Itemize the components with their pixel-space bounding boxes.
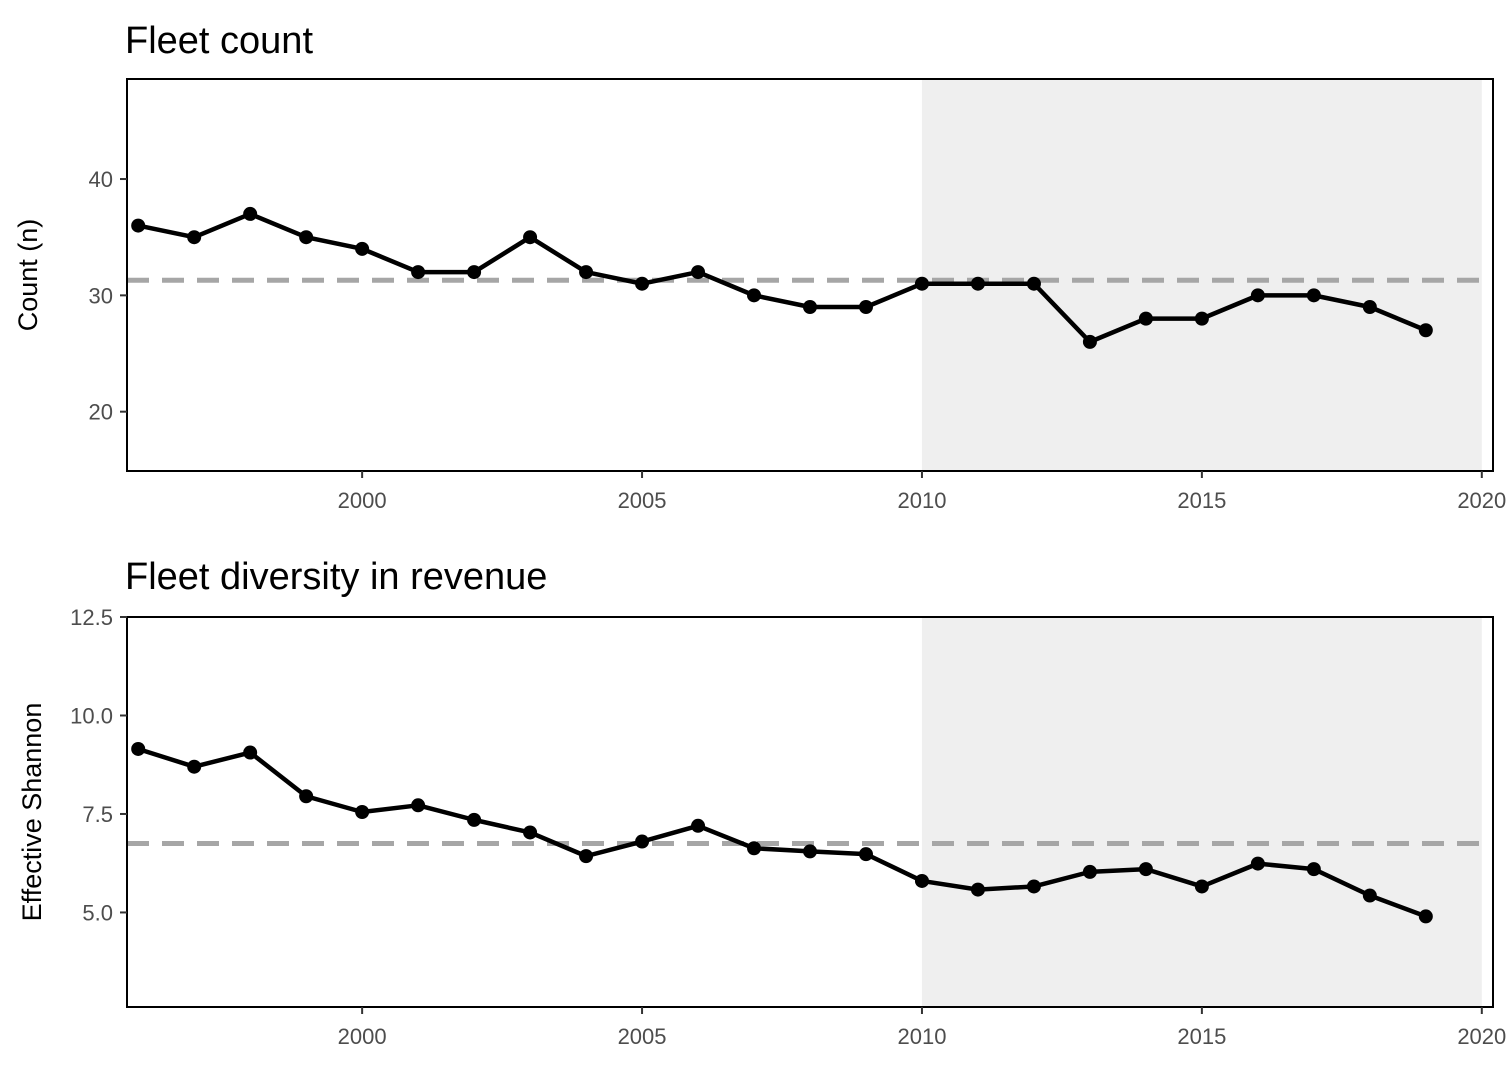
series-line — [137, 746, 1427, 919]
data-point — [1082, 334, 1097, 349]
data-point — [355, 241, 370, 256]
shaded-region — [921, 79, 1482, 471]
data-point — [1194, 879, 1209, 894]
data-point — [243, 745, 258, 760]
x-tick-label: 2000 — [338, 488, 387, 513]
y-tick-label: 10.0 — [70, 703, 113, 728]
data-point — [579, 265, 594, 280]
data-point — [299, 789, 314, 804]
chart-title: Fleet count — [125, 20, 313, 62]
y-axis-label: Count (n) — [13, 219, 43, 332]
data-point — [691, 818, 706, 833]
data-point — [579, 849, 594, 864]
data-point — [467, 265, 482, 280]
data-point — [1194, 311, 1209, 326]
shaded-region — [921, 617, 1482, 1007]
y-tick-label: 30 — [89, 283, 113, 308]
x-tick-label: 2010 — [897, 488, 946, 513]
y-tick-label: 20 — [89, 400, 113, 425]
x-tick-label: 2000 — [338, 1024, 387, 1049]
data-point — [1138, 311, 1153, 326]
x-tick-label: 2005 — [618, 488, 667, 513]
data-point — [803, 844, 817, 859]
x-tick-label: 2015 — [1177, 488, 1226, 513]
data-point — [243, 206, 258, 221]
data-point — [131, 218, 146, 233]
x-tick-label: 2015 — [1177, 1024, 1226, 1049]
data-point — [1418, 909, 1433, 924]
y-axis-label: Effective Shannon — [17, 703, 47, 922]
data-point — [1362, 888, 1377, 903]
data-point — [411, 265, 426, 280]
plot-border — [126, 616, 1494, 1008]
data-point — [691, 265, 706, 280]
data-point — [747, 288, 762, 303]
series-line — [137, 211, 1427, 345]
data-point — [914, 873, 929, 888]
data-point — [747, 841, 762, 856]
x-tick-label: 2005 — [618, 1024, 667, 1049]
data-point — [803, 299, 817, 314]
x-tick-label: 2020 — [1457, 488, 1506, 513]
data-point — [635, 834, 650, 849]
data-point — [1026, 276, 1041, 291]
chart-panel-2: 2000 2005 2010 2015 2020 5.0 7.5 10.0 12.5 Fleet … — [17, 556, 1506, 1049]
data-point — [411, 798, 426, 813]
data-point — [131, 741, 146, 756]
data-point — [1306, 288, 1321, 303]
data-point — [523, 825, 538, 840]
data-point — [1250, 856, 1265, 871]
data-point — [1138, 862, 1153, 877]
x-tick-label: 2010 — [897, 1024, 946, 1049]
data-point — [1418, 323, 1433, 338]
data-point — [858, 847, 873, 862]
y-tick-label: 5.0 — [82, 900, 113, 925]
chart-title: Fleet diversity in revenue — [125, 556, 547, 598]
data-point — [635, 276, 650, 291]
data-point — [187, 759, 202, 774]
data-point — [187, 230, 202, 245]
data-point — [914, 276, 929, 291]
data-point — [355, 805, 370, 819]
x-tick-label: 2020 — [1457, 1024, 1506, 1049]
data-point — [299, 230, 314, 245]
plot-border — [126, 78, 1494, 472]
data-point — [523, 230, 538, 245]
data-point — [970, 882, 985, 897]
y-tick-label: 40 — [89, 167, 113, 192]
data-point — [1362, 299, 1377, 314]
data-point — [1306, 862, 1321, 877]
data-point — [858, 299, 873, 314]
y-tick-label: 7.5 — [82, 802, 113, 827]
data-point — [1026, 879, 1041, 894]
data-point — [1250, 288, 1265, 303]
y-tick-label: 12.5 — [70, 605, 113, 630]
data-point — [467, 812, 482, 827]
data-point — [1082, 864, 1097, 879]
data-point — [970, 276, 985, 291]
